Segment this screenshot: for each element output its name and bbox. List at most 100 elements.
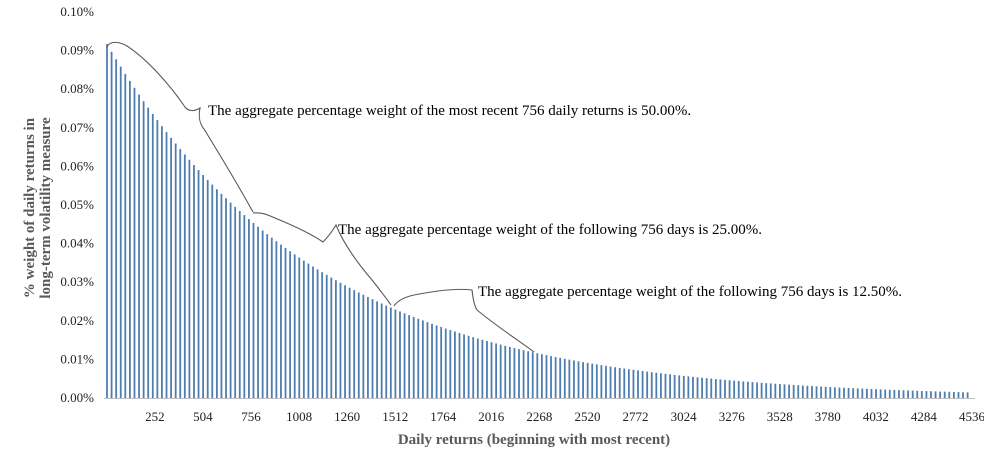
- bar: [774, 383, 777, 398]
- bar: [284, 247, 287, 398]
- bar: [737, 381, 740, 398]
- bar: [403, 313, 406, 398]
- bar: [820, 386, 823, 398]
- bar: [174, 143, 177, 398]
- x-tick-label: 1764: [430, 409, 457, 424]
- x-tick-label: 252: [145, 409, 165, 424]
- y-tick-label: 0.07%: [60, 120, 94, 135]
- bar: [312, 266, 314, 398]
- bar: [815, 386, 818, 398]
- bar: [298, 257, 301, 398]
- bar: [376, 301, 378, 398]
- y-tick-label: 0.08%: [60, 81, 94, 96]
- bar: [499, 344, 502, 398]
- bar: [119, 66, 122, 399]
- bar: [554, 357, 557, 398]
- bar: [426, 322, 429, 398]
- bar: [728, 380, 731, 398]
- bar: [852, 388, 855, 398]
- bar: [440, 326, 443, 398]
- bar: [811, 386, 813, 398]
- bar: [518, 349, 520, 398]
- bar: [714, 379, 717, 398]
- bar: [170, 137, 172, 398]
- x-tick-label: 756: [241, 409, 261, 424]
- bar: [261, 230, 264, 398]
- bar: [348, 287, 351, 398]
- bar: [792, 384, 795, 398]
- bar: [948, 391, 951, 398]
- bar: [911, 390, 914, 398]
- x-tick-label: 3024: [671, 409, 698, 424]
- bar: [257, 226, 259, 398]
- bar: [188, 159, 191, 398]
- bar: [833, 387, 836, 398]
- bar: [875, 389, 877, 398]
- bar: [215, 189, 218, 398]
- bar: [733, 380, 736, 398]
- bar: [536, 353, 539, 398]
- bar: [724, 379, 726, 398]
- bar: [508, 346, 511, 398]
- bar: [591, 363, 594, 398]
- bar: [367, 297, 369, 398]
- bar: [765, 383, 768, 398]
- x-tick-label: 4536: [959, 409, 984, 424]
- bar: [417, 318, 420, 398]
- bar: [124, 73, 127, 399]
- bar: [220, 193, 223, 398]
- bar: [234, 206, 237, 398]
- y-tick-label: 0.01%: [60, 351, 94, 366]
- bar: [934, 391, 937, 398]
- bar: [618, 367, 621, 398]
- bar: [888, 389, 891, 398]
- y-axis-title-line-1: % weight of daily returns in: [22, 117, 38, 298]
- annotation-brace-1: [106, 41, 254, 213]
- bar: [545, 355, 548, 398]
- bar: [344, 285, 346, 398]
- bar: [632, 369, 635, 398]
- bar: [710, 378, 713, 398]
- bar: [898, 390, 900, 398]
- bar: [490, 342, 493, 398]
- x-tick-label: 4032: [863, 409, 889, 424]
- bar: [316, 269, 319, 398]
- bar: [568, 359, 571, 398]
- bar: [243, 215, 246, 398]
- y-tick-label: 0.10%: [60, 4, 94, 19]
- bar: [806, 385, 809, 398]
- bar: [486, 341, 488, 398]
- bar: [408, 315, 411, 398]
- bar: [637, 370, 639, 398]
- bar: [600, 365, 603, 398]
- bar: [289, 251, 292, 398]
- bar: [605, 365, 607, 398]
- annotation-label-3: The aggregate percentage weight of the f…: [478, 284, 902, 300]
- bar: [275, 241, 278, 398]
- bar: [797, 385, 800, 398]
- bar: [838, 387, 841, 398]
- bar: [481, 339, 484, 398]
- x-tick-label: 2772: [623, 409, 649, 424]
- bar: [627, 369, 630, 398]
- bar: [280, 244, 282, 398]
- y-tick-label: 0.00%: [60, 390, 94, 405]
- bar: [847, 387, 850, 398]
- bar: [380, 303, 383, 398]
- y-axis-title-line-2: long-term volatility measure: [38, 117, 54, 299]
- x-tick-label: 3528: [767, 409, 793, 424]
- bar: [779, 384, 781, 398]
- bar: [902, 390, 905, 398]
- bar: [701, 377, 703, 398]
- bar: [458, 332, 461, 398]
- bar: [513, 348, 516, 398]
- bar: [179, 149, 182, 398]
- annotation-label-2: The aggregate percentage weight of the f…: [338, 222, 762, 238]
- bar: [431, 323, 433, 398]
- bar: [357, 292, 360, 398]
- bar: [449, 330, 452, 398]
- annotation-brace-3: [393, 288, 535, 353]
- bar: [559, 357, 562, 398]
- bar: [211, 184, 214, 398]
- bar: [655, 372, 658, 398]
